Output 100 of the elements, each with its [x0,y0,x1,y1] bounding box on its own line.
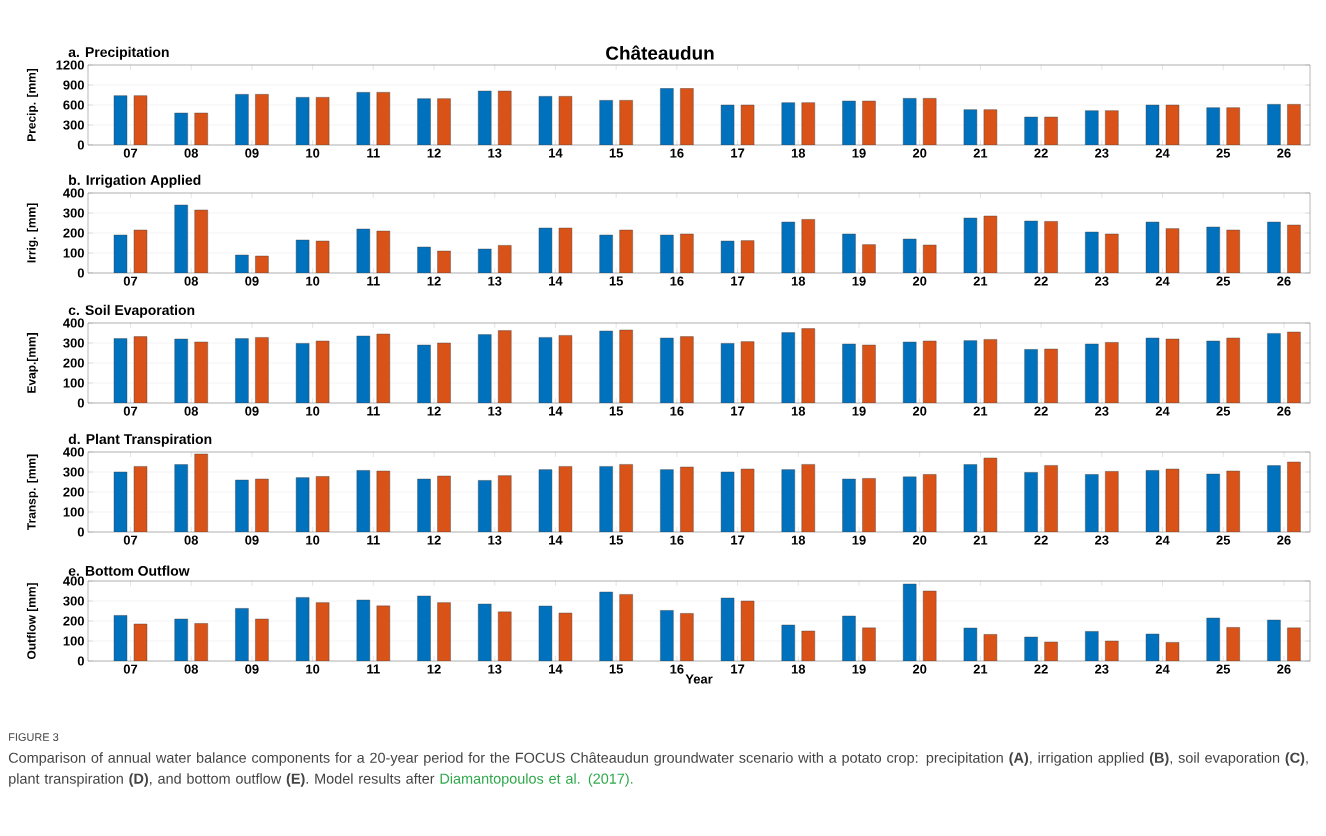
y-axis-title: Outflow [mm] [26,583,39,660]
x-tick-label: 14 [549,406,563,416]
y-tick-label: 600 [63,100,84,110]
y-tick-label: 300 [63,208,84,218]
bar [599,330,613,404]
x-tick-label: 15 [609,535,623,545]
x-tick-label: 13 [488,535,502,545]
y-tick-label: 0 [77,268,84,278]
y-tick-label: 200 [63,487,84,497]
y-tick-label: 200 [63,228,84,238]
x-tick-label: 25 [1216,148,1231,158]
x-tick-label: 16 [670,406,684,416]
bar [1267,333,1281,404]
x-tick-label: 13 [488,664,502,674]
y-axis-title: Transp. [mm] [26,454,39,530]
y-tick-label: 200 [63,616,84,626]
y-axis-title: Evap.[mm] [26,333,39,393]
y-axis-title: Irrig. [mm] [26,203,39,263]
x-tick-label: 17 [731,535,745,545]
y-tick-label: 400 [63,576,84,586]
x-tick-label: 25 [1216,276,1231,286]
x-tick-label: 12 [427,664,441,674]
x-tick-label: 12 [427,276,441,286]
x-tick-label: 18 [791,148,806,158]
x-tick-label: 19 [852,535,866,545]
x-tick-label: 16 [670,535,684,545]
x-tick-label: 21 [973,535,988,545]
bar [498,611,512,662]
y-tick-label: 300 [63,596,84,606]
x-tick-label: 25 [1216,406,1231,416]
bar [922,474,937,533]
x-tick-label: 19 [852,148,866,158]
x-tick-label: 10 [306,664,320,674]
x-tick-label: 09 [245,406,259,416]
x-tick-label: 14 [549,276,563,286]
x-tick-label: 08 [184,406,199,416]
x-tick-label: 10 [306,276,320,286]
chart-title: d. Plant Transpiration [68,433,212,447]
x-tick-label: 08 [184,148,199,158]
x-tick-label: 18 [791,535,806,545]
x-tick-label: 21 [973,148,988,158]
y-tick-label: 400 [63,188,84,198]
x-tick-label: 18 [791,276,806,286]
bar [781,332,795,404]
x-tick-label: 15 [609,406,623,416]
bar [356,335,371,404]
x-tick-label: 16 [670,276,684,286]
x-tick-label: 17 [731,276,745,286]
x-tick-label: 24 [1155,276,1170,286]
x-tick-label: 07 [123,276,138,286]
x-tick-label: 15 [609,148,623,158]
x-tick-label: 09 [245,148,259,158]
x-tick-label: 09 [245,535,259,545]
x-tick-label: 19 [852,406,866,416]
x-tick-label: 18 [791,406,806,416]
x-tick-label: 20 [912,664,927,674]
x-tick-label: 17 [731,664,745,674]
text: plant transpiration (D), and bottom outflow (E). [9,773,309,787]
y-tick-label: 100 [63,507,84,517]
x-tick-label: 23 [1095,406,1109,416]
x-tick-label: 21 [973,664,988,674]
x-tick-label: 11 [367,664,380,674]
x-tick-label: 26 [1277,276,1291,286]
bar [437,602,451,662]
x-tick-label: 25 [1216,664,1231,674]
x-tick-label: 19 [852,276,866,286]
chart-subtitle: Châteaudun [606,45,714,60]
x-tick-label: 20 [912,406,927,416]
chart-title: a. Precipitation [68,46,169,60]
bar [498,475,512,533]
x-tick-label: 12 [427,148,441,158]
x-tick-label: 08 [184,276,199,286]
x-tick-label: 23 [1095,535,1109,545]
x-axis-title: Year [685,674,713,684]
x-tick-label: 13 [488,406,502,416]
x-tick-label: 13 [488,276,502,286]
y-tick-label: 400 [63,447,84,457]
text: Model results after [315,773,435,784]
x-tick-label: 26 [1277,664,1291,674]
x-tick-label: 22 [1034,535,1048,545]
x-tick-label: 21 [973,276,988,286]
x-tick-label: 21 [973,406,988,416]
y-tick-label: 0 [77,527,84,537]
x-tick-label: 24 [1155,535,1170,545]
bar [619,464,633,533]
x-tick-label: 11 [367,276,380,286]
y-tick-label: 300 [63,338,84,348]
x-tick-label: 17 [731,406,745,416]
x-tick-label: 17 [731,148,745,158]
x-tick-label: 24 [1155,664,1170,674]
bar [194,453,208,533]
x-tick-label: 26 [1277,148,1291,158]
x-tick-label: 26 [1277,535,1291,545]
x-tick-label: 24 [1155,148,1170,158]
bar [922,590,937,662]
x-tick-label: 10 [306,535,320,545]
x-tick-label: 24 [1155,406,1170,416]
bar [619,594,633,662]
x-tick-label: 18 [791,664,806,674]
x-tick-label: 10 [306,148,320,158]
